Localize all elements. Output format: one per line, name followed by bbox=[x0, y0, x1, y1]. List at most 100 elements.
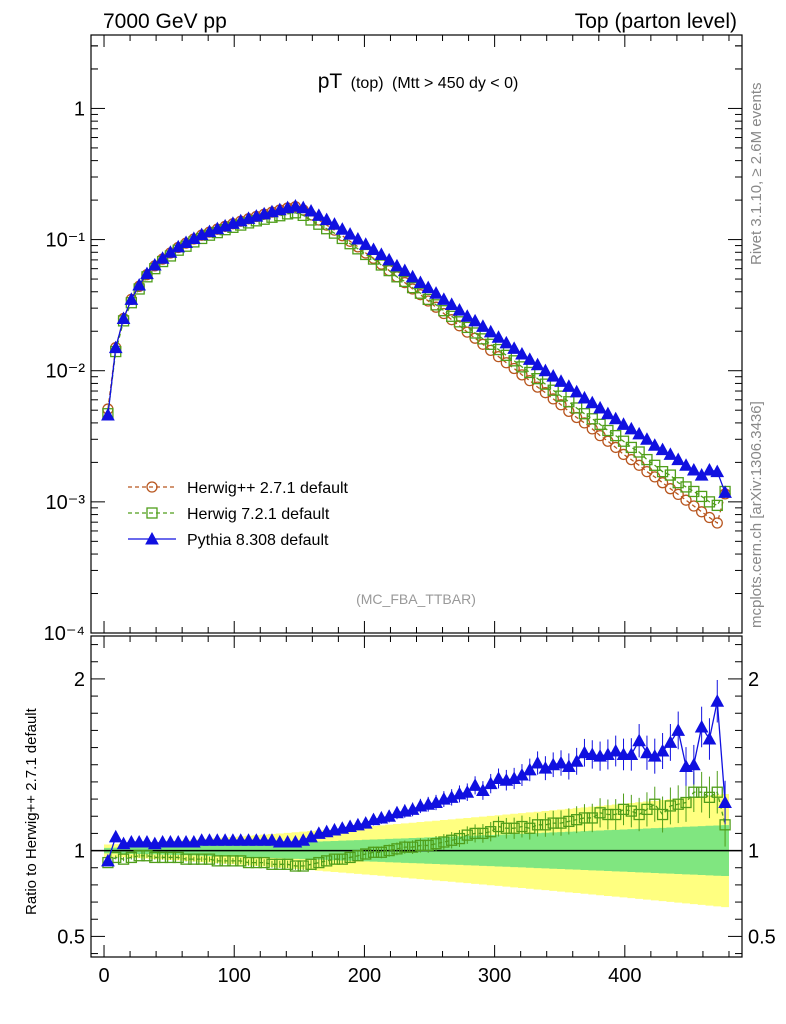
data-point bbox=[101, 407, 115, 421]
data-point bbox=[147, 257, 162, 271]
data-point bbox=[688, 500, 700, 512]
ratio-point bbox=[141, 850, 153, 862]
ratio-point bbox=[578, 812, 591, 824]
ratio-point bbox=[430, 838, 442, 850]
data-point bbox=[578, 417, 591, 429]
ratio-point bbox=[688, 786, 700, 798]
data-point bbox=[491, 330, 506, 343]
ratio-point bbox=[663, 735, 678, 748]
x-tick-label: 400 bbox=[608, 965, 641, 987]
ratio-point bbox=[110, 851, 122, 864]
ratio-point bbox=[508, 822, 520, 834]
data-point bbox=[444, 297, 459, 310]
legend-label: Herwig 7.2.1 default bbox=[187, 506, 330, 523]
data-point bbox=[624, 421, 639, 435]
legend-label: Herwig++ 2.7.1 default bbox=[187, 480, 349, 497]
ratio-point bbox=[594, 807, 606, 819]
data-point bbox=[672, 488, 684, 501]
ratio-point bbox=[617, 803, 630, 816]
data-point bbox=[469, 327, 481, 339]
ratio-point bbox=[608, 743, 623, 757]
data-point bbox=[577, 390, 592, 404]
axes: 0 100 200 300 400 1 10⁻¹ 10⁻² 10⁻³ 10⁻⁴ 0.5 0.5 1 1 2 2 bbox=[44, 34, 776, 987]
ratio-point bbox=[585, 747, 600, 760]
rivet-version-label: Rivet 3.1.10, ≥ 2.6M events bbox=[748, 83, 765, 266]
x-tick-label: 0 bbox=[98, 965, 109, 987]
ratio-point bbox=[383, 844, 395, 857]
plot-title-cut: (Mtt > 450 dy < 0) bbox=[392, 75, 518, 92]
series-ratio-line bbox=[107, 791, 726, 867]
data-point bbox=[116, 311, 131, 325]
ratio-point bbox=[156, 851, 169, 864]
ratio-point bbox=[203, 853, 216, 865]
ratio-point bbox=[686, 757, 701, 771]
data-point bbox=[686, 462, 701, 476]
ratio-point bbox=[710, 694, 725, 707]
data-point bbox=[132, 278, 147, 291]
ratio-point bbox=[491, 771, 506, 784]
ratio-point bbox=[250, 856, 263, 869]
data-point bbox=[663, 447, 678, 460]
ratio-point bbox=[438, 836, 450, 848]
data-point bbox=[476, 319, 490, 332]
data-point bbox=[547, 393, 559, 405]
data-point bbox=[702, 462, 717, 476]
ratio-point bbox=[555, 817, 567, 829]
ratio-point bbox=[554, 755, 568, 769]
ratio-point bbox=[313, 856, 325, 869]
data-point bbox=[413, 275, 428, 289]
ratio-point bbox=[492, 820, 505, 833]
data-point bbox=[500, 357, 512, 369]
header-right: Top (parton level) bbox=[575, 10, 737, 33]
ratio-point bbox=[547, 817, 559, 829]
data-point bbox=[319, 212, 334, 226]
ratio-point bbox=[180, 853, 192, 865]
data-point bbox=[335, 222, 350, 235]
ratio-point bbox=[656, 808, 669, 821]
series-herwig-7-2-1-default bbox=[102, 207, 731, 872]
ratio-point bbox=[149, 851, 161, 864]
data-point bbox=[655, 442, 670, 456]
ratio-point bbox=[414, 839, 427, 852]
ratio-point bbox=[101, 853, 115, 867]
data-point bbox=[522, 352, 537, 365]
ratio-point bbox=[242, 856, 255, 869]
ratio-point bbox=[125, 851, 138, 864]
y-tick-label: 10⁻¹ bbox=[46, 230, 86, 252]
data-point bbox=[382, 252, 397, 266]
ratio-y-tick-label: 1 bbox=[74, 841, 85, 863]
ratio-point bbox=[258, 856, 270, 869]
data-point bbox=[492, 351, 505, 363]
data-point bbox=[711, 499, 723, 512]
ratio-panel-frame bbox=[90, 635, 743, 958]
data-point bbox=[483, 324, 498, 338]
ratio-point bbox=[196, 853, 208, 865]
data-point bbox=[374, 247, 389, 260]
data-point bbox=[405, 269, 420, 283]
data-point bbox=[304, 204, 318, 217]
data-point bbox=[530, 357, 545, 371]
data-point bbox=[421, 280, 436, 294]
ratio-point bbox=[219, 855, 231, 867]
plot-title-sub: (top) bbox=[351, 75, 384, 92]
data-point bbox=[539, 378, 552, 390]
ratio-point bbox=[530, 755, 545, 769]
data-point bbox=[460, 309, 475, 322]
data-point bbox=[499, 335, 514, 349]
data-point bbox=[288, 199, 303, 212]
series-line bbox=[107, 206, 726, 525]
ratio-point bbox=[172, 851, 184, 864]
data-point bbox=[680, 494, 692, 506]
data-point bbox=[610, 441, 622, 454]
header-left: 7000 GeV pp bbox=[103, 10, 227, 33]
data-point bbox=[640, 432, 654, 445]
data-point bbox=[343, 227, 357, 240]
ratio-point bbox=[539, 819, 552, 831]
y-tick-label: 1 bbox=[74, 98, 85, 120]
ratio-y-tick-label: 0.5 bbox=[57, 926, 85, 948]
data-point bbox=[397, 263, 412, 277]
y-tick-label: 10⁻⁴ bbox=[44, 623, 85, 645]
ratio-point bbox=[476, 783, 490, 796]
data-point bbox=[632, 426, 646, 440]
